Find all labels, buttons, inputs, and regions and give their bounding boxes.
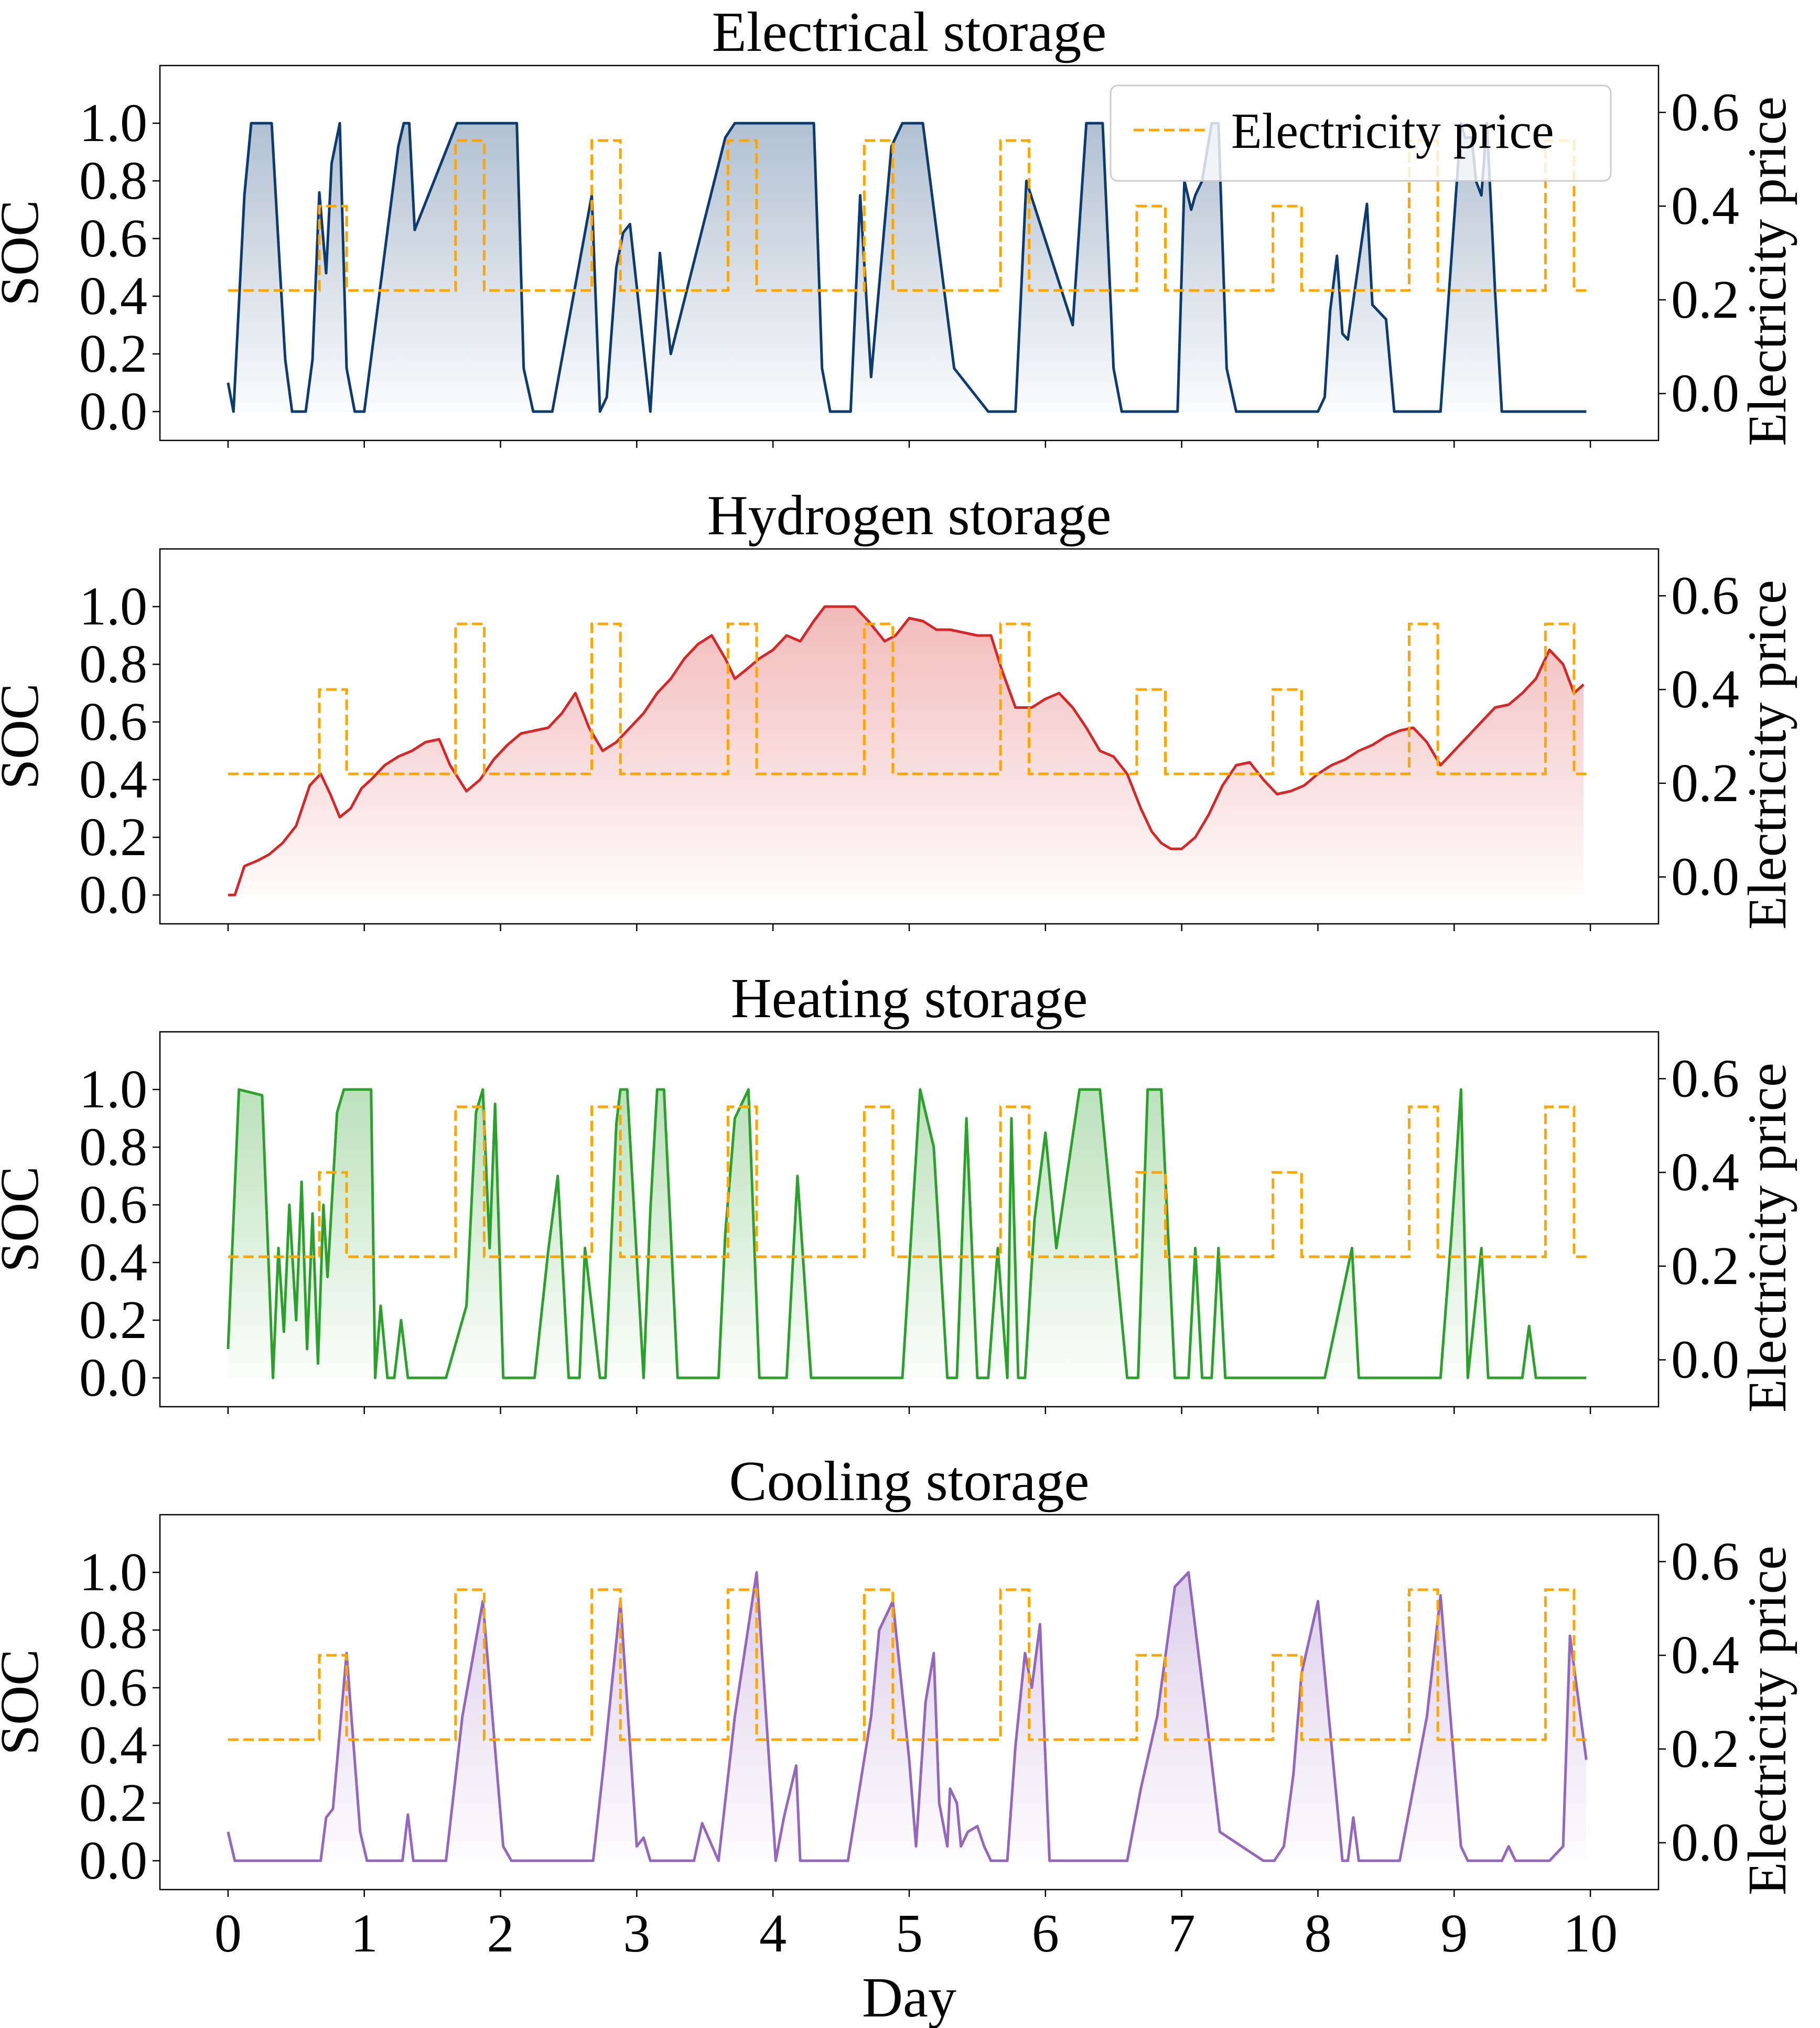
soc-fill-area bbox=[228, 1572, 1587, 1861]
y-tick-label: 0.0 bbox=[79, 381, 147, 441]
y-right-tick-label: 0.2 bbox=[1671, 269, 1739, 330]
panel-title: Cooling storage bbox=[729, 1450, 1090, 1513]
y-tick-label: 0.0 bbox=[79, 1830, 147, 1891]
y-tick-label: 0.0 bbox=[79, 865, 147, 925]
y-right-tick-label: 0.0 bbox=[1671, 363, 1739, 424]
y-right-tick-label: 0.4 bbox=[1671, 659, 1739, 719]
y-tick-label: 0.8 bbox=[79, 634, 147, 694]
y-right-tick-label: 0.2 bbox=[1671, 1236, 1739, 1296]
y-axis-label: SOC bbox=[0, 200, 50, 306]
x-tick-label: 4 bbox=[759, 1903, 787, 1964]
soc-line bbox=[227, 1571, 1588, 1862]
y-right-tick-label: 0.6 bbox=[1671, 1048, 1739, 1108]
y-axis-label: SOC bbox=[0, 1166, 50, 1272]
soc-line bbox=[228, 605, 1585, 897]
y-right-tick-label: 0.6 bbox=[1671, 565, 1739, 625]
legend-box bbox=[1110, 84, 1612, 182]
y-right-tick-label: 0.6 bbox=[1671, 1531, 1739, 1591]
y-right-tick-label: 0.0 bbox=[1671, 1330, 1739, 1390]
y-tick-label: 0.0 bbox=[79, 1347, 147, 1408]
y-right-tick-label: 0.0 bbox=[1671, 847, 1739, 907]
legend: Electricity price bbox=[1110, 84, 1612, 182]
electricity-price-line bbox=[228, 139, 1591, 292]
y-tick-label: 0.6 bbox=[79, 1657, 147, 1718]
y-right-axis-label: Electricity price bbox=[1737, 1546, 1797, 1895]
y-tick-label: 1.0 bbox=[79, 93, 147, 153]
electricity-price-line bbox=[228, 1105, 1591, 1258]
panel-title: Electrical storage bbox=[712, 1, 1107, 63]
panel-2: Hydrogen storage0.00.20.40.60.81.00.00.2… bbox=[0, 484, 1797, 931]
y-right-tick-label: 0.4 bbox=[1671, 1625, 1739, 1685]
y-right-axis-label: Electricity price bbox=[1737, 580, 1797, 930]
y-tick-label: 0.8 bbox=[79, 1600, 147, 1660]
electricity-price-line bbox=[228, 622, 1591, 775]
panel-1: Electrical storage0.00.20.40.60.81.00.00… bbox=[0, 1, 1797, 448]
soc-fill-area bbox=[228, 1089, 1587, 1378]
y-right-tick-label: 0.4 bbox=[1671, 1142, 1739, 1202]
y-tick-label: 1.0 bbox=[79, 576, 147, 637]
panel-title: Hydrogen storage bbox=[707, 484, 1112, 547]
y-tick-label: 0.6 bbox=[79, 208, 147, 268]
x-tick-label: 9 bbox=[1440, 1903, 1468, 1964]
y-axis-label: SOC bbox=[0, 683, 50, 789]
panel-title: Heating storage bbox=[731, 967, 1088, 1030]
y-right-tick-label: 0.2 bbox=[1671, 753, 1739, 813]
y-right-tick-label: 0.6 bbox=[1671, 82, 1739, 142]
electricity-price-line bbox=[228, 1588, 1591, 1741]
panel-4: Cooling storage0.00.20.40.60.81.00.00.20… bbox=[0, 1450, 1797, 2028]
y-right-tick-label: 0.2 bbox=[1671, 1719, 1739, 1779]
x-tick-label: 10 bbox=[1563, 1903, 1618, 1964]
y-tick-label: 0.2 bbox=[79, 323, 147, 384]
y-tick-label: 0.4 bbox=[79, 1232, 147, 1292]
y-right-tick-label: 0.4 bbox=[1671, 176, 1739, 236]
x-axis-label: Day bbox=[862, 1967, 956, 2028]
x-tick-label: 0 bbox=[214, 1903, 242, 1964]
y-tick-label: 1.0 bbox=[79, 1542, 147, 1602]
y-axis-label: SOC bbox=[0, 1649, 50, 1755]
soc-line bbox=[227, 122, 1587, 413]
legend-label: Electricity price bbox=[1231, 103, 1554, 159]
x-tick-label: 7 bbox=[1168, 1903, 1196, 1964]
y-tick-label: 0.8 bbox=[79, 150, 147, 211]
y-tick-label: 0.4 bbox=[79, 749, 147, 810]
y-tick-label: 1.0 bbox=[79, 1059, 147, 1119]
x-tick-label: 1 bbox=[351, 1903, 378, 1964]
y-tick-label: 0.4 bbox=[79, 266, 147, 326]
y-tick-label: 0.4 bbox=[79, 1715, 147, 1775]
y-tick-label: 0.2 bbox=[79, 1773, 147, 1833]
soc-fill-area bbox=[228, 123, 1587, 412]
y-right-axis-label: Electricity price bbox=[1737, 96, 1797, 446]
y-tick-label: 0.8 bbox=[79, 1117, 147, 1177]
soc-line bbox=[227, 1088, 1587, 1379]
panel-3: Heating storage0.00.20.40.60.81.00.00.20… bbox=[0, 967, 1797, 1414]
y-tick-label: 0.6 bbox=[79, 1174, 147, 1235]
x-tick-label: 2 bbox=[487, 1903, 514, 1964]
y-tick-label: 0.2 bbox=[79, 1290, 147, 1350]
y-right-axis-label: Electricity price bbox=[1737, 1063, 1797, 1412]
y-right-tick-label: 0.0 bbox=[1671, 1813, 1739, 1873]
y-tick-label: 0.2 bbox=[79, 807, 147, 867]
y-tick-label: 0.6 bbox=[79, 692, 147, 752]
x-tick-label: 6 bbox=[1032, 1903, 1059, 1964]
soc-fill-area bbox=[228, 607, 1584, 895]
x-tick-label: 8 bbox=[1304, 1903, 1331, 1964]
x-tick-label: 5 bbox=[896, 1903, 923, 1964]
x-tick-label: 3 bbox=[623, 1903, 650, 1964]
